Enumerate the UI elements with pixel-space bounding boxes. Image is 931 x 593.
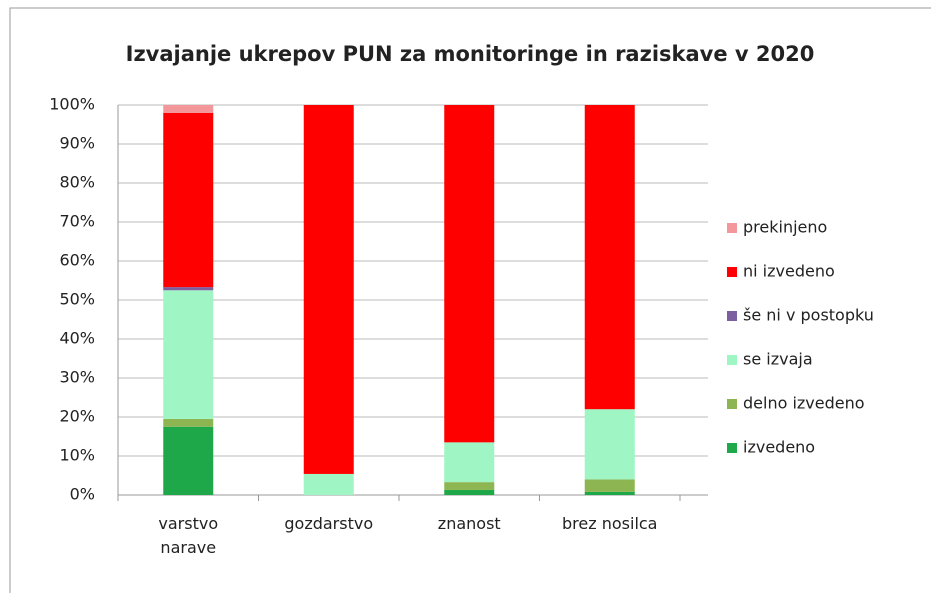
legend-swatch [727,399,737,409]
bar-segment [163,426,214,495]
legend-label: izvedeno [743,438,815,457]
y-tick-label: 50% [59,290,95,309]
bar-segment [163,290,214,419]
chart-title: Izvajanje ukrepov PUN za monitoringe in … [126,42,815,66]
legend-swatch [727,443,737,453]
bar-segment [444,442,495,483]
legend-swatch [727,267,737,277]
bar-segment [163,287,214,291]
y-tick-label: 10% [59,446,95,465]
bar-segment [444,489,495,495]
bar-segment [163,105,214,113]
bar-segment [303,105,354,474]
x-tick-label: znanost [437,514,501,533]
bar-segment [444,105,495,443]
x-tick-label: varstvo narave [158,514,219,557]
bar-segment [584,491,635,495]
y-tick-label: 70% [59,212,95,231]
x-tick-label: brez nosilca [562,514,658,533]
y-tick-label: 20% [59,407,95,426]
legend-label: ni izvedeno [743,262,835,281]
legend-label: se izvaja [743,350,813,369]
bar-segment [584,409,635,480]
bar-segment [163,418,214,427]
bar-segment [584,479,635,492]
legend-label: delno izvedeno [743,394,865,413]
bar-segment [163,112,214,288]
bar-segment [584,105,635,410]
y-tick-label: 30% [59,368,95,387]
y-tick-label: 90% [59,134,95,153]
bar-segment [444,482,495,490]
legend-swatch [727,311,737,321]
y-tick-label: 80% [59,173,95,192]
legend-swatch [727,355,737,365]
legend-swatch [727,223,737,233]
y-tick-label: 60% [59,251,95,270]
legend-label: še ni v postopku [743,306,874,325]
chart-border [9,7,931,593]
y-tick-label: 40% [59,329,95,348]
y-tick-label: 0% [70,485,95,504]
legend-label: prekinjeno [743,218,827,237]
x-tick-label: gozdarstvo [284,514,374,533]
bar-segment [303,473,354,495]
y-tick-label: 100% [49,95,95,114]
